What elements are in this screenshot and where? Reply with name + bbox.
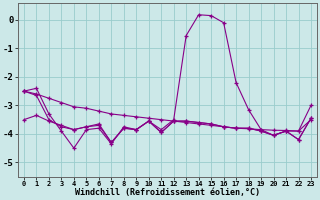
X-axis label: Windchill (Refroidissement éolien,°C): Windchill (Refroidissement éolien,°C) [75, 188, 260, 197]
